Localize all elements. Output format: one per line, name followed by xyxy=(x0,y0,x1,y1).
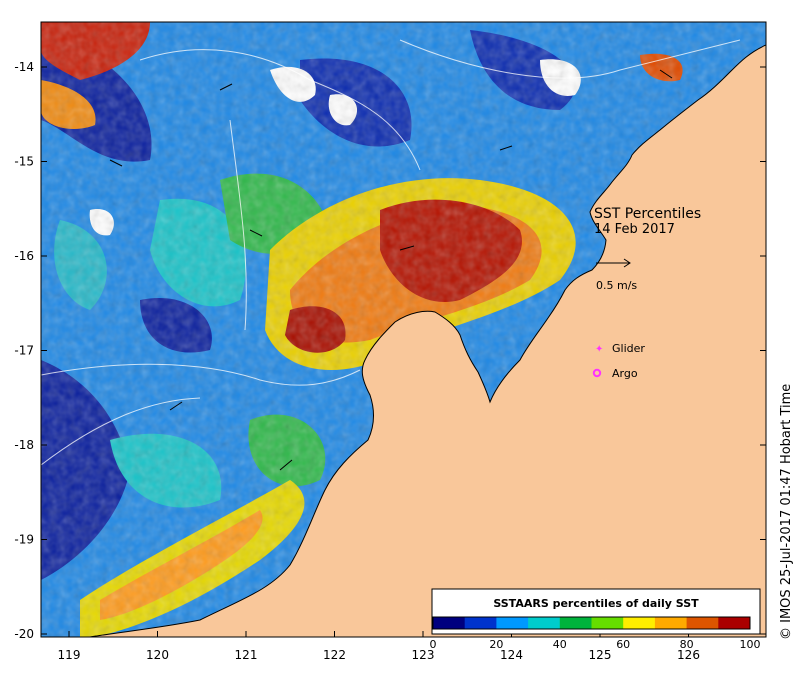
y-tick-label: -16 xyxy=(14,249,34,263)
colorbar-tick-label: 40 xyxy=(553,638,567,651)
contour-line xyxy=(229,119,247,331)
colorbar-tick-label: 60 xyxy=(616,638,630,651)
glider-label: Glider xyxy=(612,342,645,355)
x-tick-label: 124 xyxy=(500,648,523,662)
map-title-line1: SST Percentiles xyxy=(594,206,701,222)
velocity-vector xyxy=(399,245,415,251)
colorbar-swatch xyxy=(433,617,466,629)
velocity-vector xyxy=(279,459,293,471)
argo-label: Argo xyxy=(612,367,638,380)
y-tick-label: -15 xyxy=(14,155,34,169)
plot-area xyxy=(41,22,766,637)
contour-line xyxy=(41,363,361,386)
colorbar-swatch xyxy=(559,617,592,629)
colorbar-swatch xyxy=(591,617,624,629)
colorbar-swatch xyxy=(464,617,497,629)
argo-marker-icon xyxy=(592,368,602,378)
x-tick-label: 123 xyxy=(412,648,435,662)
colorbar-swatch xyxy=(496,617,529,629)
velocity-scale-arrowhead xyxy=(623,258,631,268)
y-tick-label: -17 xyxy=(14,344,34,358)
contour-line xyxy=(399,39,741,79)
land-mass xyxy=(89,22,766,637)
velocity-vector xyxy=(219,83,233,91)
x-tick-label: 119 xyxy=(58,648,81,662)
colorbar-swatch xyxy=(528,617,561,629)
colorbar-ticks: 0 20 40 60 80 100 xyxy=(430,638,761,651)
x-axis: 119 120 121 122 123 124 125 126 xyxy=(58,631,700,662)
colorbar-swatch xyxy=(686,617,719,629)
colorbar-swatch xyxy=(623,617,656,629)
colorbar-tick-label: 0 xyxy=(430,638,437,651)
y-axis: -14 -15 -16 -17 -18 -19 -20 xyxy=(14,60,766,641)
glider-marker-icon: ✦ xyxy=(595,344,603,355)
colorbar-swatches xyxy=(432,616,751,630)
velocity-vector xyxy=(499,145,513,151)
map-title-line2: 14 Feb 2017 xyxy=(594,222,675,237)
x-tick-label: 122 xyxy=(323,648,346,662)
colorbar-swatch xyxy=(654,617,688,629)
contour-lines xyxy=(41,39,741,466)
y-tick-label: -20 xyxy=(14,627,34,641)
colorbar-tick-label: 100 xyxy=(740,638,761,651)
colorbar-outline xyxy=(432,616,751,630)
plot-frame xyxy=(40,21,767,638)
contour-line xyxy=(139,49,421,171)
x-tick-label: 120 xyxy=(146,648,169,662)
x-tick-label: 126 xyxy=(677,648,700,662)
velocity-vector xyxy=(169,401,183,411)
x-tick-label: 125 xyxy=(589,648,612,662)
y-tick-label: -19 xyxy=(14,533,34,547)
colorbar-tick-label: 20 xyxy=(489,638,503,651)
x-tick-label: 121 xyxy=(235,648,258,662)
y-tick-label: -14 xyxy=(14,60,34,74)
y-tick-label: -18 xyxy=(14,438,34,452)
velocity-vector xyxy=(659,69,673,79)
colorbar-swatch xyxy=(718,617,751,629)
colorbar: SSTAARS percentiles of daily SST 0 20 40 60… xyxy=(430,588,761,651)
colorbar-tick-label: 80 xyxy=(680,638,694,651)
velocity-scale: 0.5 m/s xyxy=(596,258,637,292)
velocity-vector xyxy=(109,159,123,167)
velocity-vectors xyxy=(109,69,673,471)
platform-legend: ✦ Glider Argo xyxy=(592,342,645,380)
velocity-scale-label: 0.5 m/s xyxy=(596,279,637,292)
velocity-vector xyxy=(249,229,263,237)
colorbar-title: SSTAARS percentiles of daily SST xyxy=(493,597,699,610)
contour-line xyxy=(41,397,201,466)
credit-text: © IMOS 25-Jul-2017 01:47 Hobart Time xyxy=(779,383,794,640)
